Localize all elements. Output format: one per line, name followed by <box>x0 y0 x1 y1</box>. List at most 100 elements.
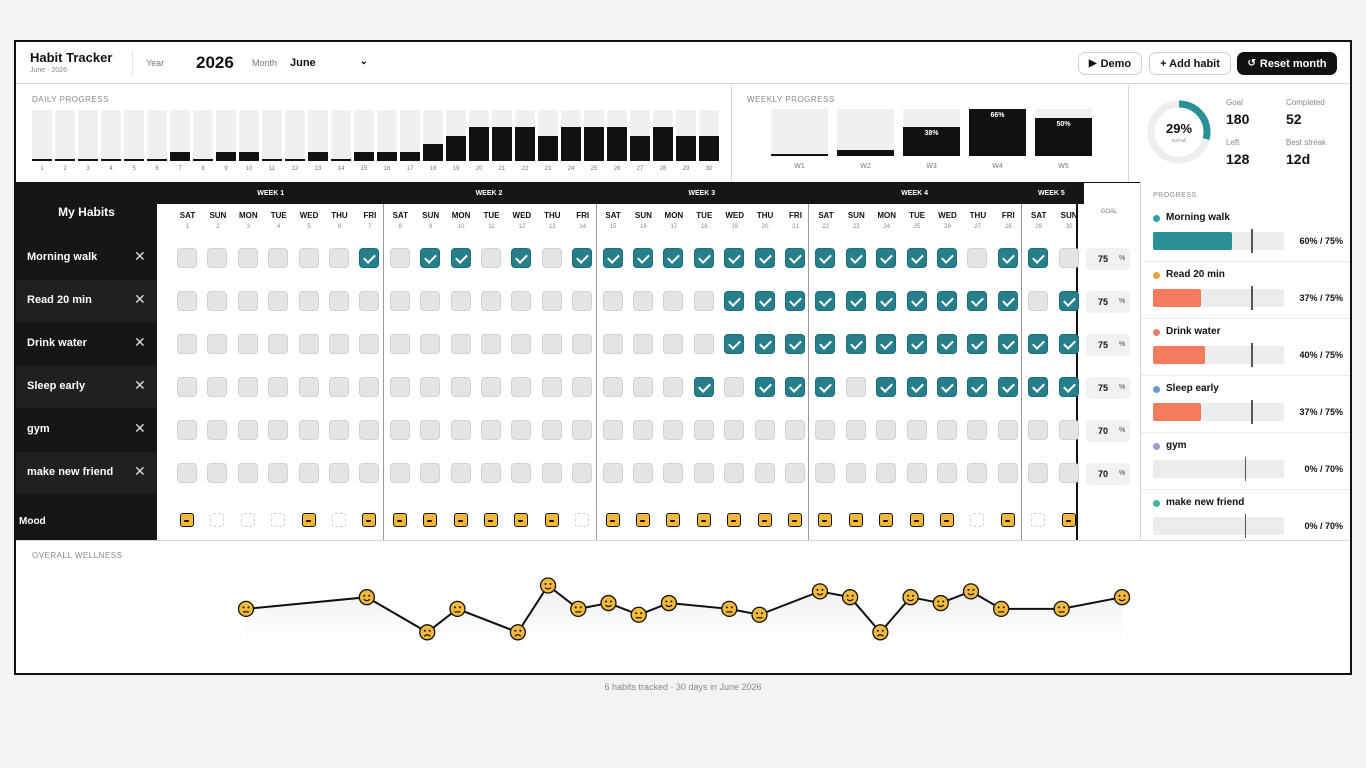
habit-day-checkbox[interactable] <box>906 291 927 311</box>
remove-habit-icon[interactable]: ✕ <box>134 463 146 479</box>
habit-day-checkbox[interactable] <box>633 334 653 354</box>
habit-day-checkbox[interactable] <box>359 291 380 311</box>
habit-day-checkbox[interactable] <box>663 463 684 483</box>
mood-day-cell[interactable] <box>575 513 590 527</box>
habit-day-checkbox[interactable] <box>693 248 714 268</box>
habit-day-checkbox[interactable] <box>572 291 593 311</box>
habit-day-checkbox[interactable] <box>997 420 1018 440</box>
habit-day-checkbox[interactable] <box>724 248 745 268</box>
mood-day-cell[interactable] <box>848 513 863 527</box>
habit-day-checkbox[interactable] <box>724 377 745 397</box>
habit-day-checkbox[interactable] <box>754 334 775 354</box>
mood-day-cell[interactable] <box>879 513 894 527</box>
habit-day-checkbox[interactable] <box>420 420 441 440</box>
habit-name[interactable]: Morning walk <box>27 251 98 263</box>
habit-day-checkbox[interactable] <box>967 248 988 268</box>
habit-day-checkbox[interactable] <box>906 248 927 268</box>
habit-day-checkbox[interactable] <box>1028 291 1049 311</box>
habit-day-checkbox[interactable] <box>298 334 319 354</box>
habit-day-checkbox[interactable] <box>572 463 593 483</box>
mood-day-cell[interactable] <box>544 513 559 527</box>
habit-goal-input[interactable]: 70% <box>1086 463 1130 485</box>
mood-day-cell[interactable] <box>392 513 407 527</box>
add-habit-button[interactable]: + Add habit <box>1149 52 1231 75</box>
habit-day-checkbox[interactable] <box>207 463 228 483</box>
habit-day-checkbox[interactable] <box>937 248 957 268</box>
mood-day-cell[interactable] <box>757 513 772 527</box>
habit-day-checkbox[interactable] <box>815 291 836 311</box>
habit-day-checkbox[interactable] <box>541 291 562 311</box>
habit-day-checkbox[interactable] <box>906 334 927 354</box>
habit-day-checkbox[interactable] <box>359 463 380 483</box>
remove-habit-icon[interactable]: ✕ <box>134 334 146 350</box>
habit-day-checkbox[interactable] <box>207 248 228 268</box>
habit-day-checkbox[interactable] <box>359 248 380 268</box>
habit-day-checkbox[interactable] <box>724 463 745 483</box>
habit-day-checkbox[interactable] <box>815 377 836 397</box>
habit-day-checkbox[interactable] <box>724 334 745 354</box>
habit-day-checkbox[interactable] <box>329 463 349 483</box>
habit-day-checkbox[interactable] <box>237 291 258 311</box>
habit-day-checkbox[interactable] <box>207 420 228 440</box>
habit-day-checkbox[interactable] <box>481 248 501 268</box>
habit-day-checkbox[interactable] <box>815 420 836 440</box>
habit-day-checkbox[interactable] <box>633 291 653 311</box>
habit-day-checkbox[interactable] <box>511 463 532 483</box>
habit-day-checkbox[interactable] <box>693 334 714 354</box>
month-select[interactable]: June ⌄ <box>284 51 372 75</box>
habit-day-checkbox[interactable] <box>845 248 866 268</box>
habit-day-checkbox[interactable] <box>1058 463 1079 483</box>
habit-day-checkbox[interactable] <box>1058 291 1079 311</box>
habit-goal-input[interactable]: 75% <box>1086 291 1130 313</box>
habit-day-checkbox[interactable] <box>298 248 319 268</box>
habit-day-checkbox[interactable] <box>420 334 441 354</box>
mood-day-cell[interactable] <box>970 513 985 527</box>
habit-day-checkbox[interactable] <box>359 377 380 397</box>
habit-name[interactable]: Read 20 min <box>27 294 92 306</box>
habit-day-checkbox[interactable] <box>785 377 805 397</box>
habit-day-checkbox[interactable] <box>633 463 653 483</box>
mood-day-cell[interactable] <box>788 513 802 527</box>
habit-day-checkbox[interactable] <box>602 377 623 397</box>
habit-day-checkbox[interactable] <box>420 377 441 397</box>
habit-day-checkbox[interactable] <box>420 291 441 311</box>
habit-day-checkbox[interactable] <box>237 248 258 268</box>
mood-day-cell[interactable] <box>696 513 711 527</box>
habit-day-checkbox[interactable] <box>876 420 897 440</box>
habit-day-checkbox[interactable] <box>633 248 653 268</box>
habit-day-checkbox[interactable] <box>785 334 805 354</box>
habit-day-checkbox[interactable] <box>906 420 927 440</box>
mood-day-cell[interactable] <box>514 513 529 527</box>
habit-day-checkbox[interactable] <box>633 377 653 397</box>
habit-day-checkbox[interactable] <box>997 463 1018 483</box>
mood-day-cell[interactable] <box>818 513 833 527</box>
habit-day-checkbox[interactable] <box>177 291 197 311</box>
habit-day-checkbox[interactable] <box>420 463 441 483</box>
habit-day-checkbox[interactable] <box>268 291 289 311</box>
habit-day-checkbox[interactable] <box>602 291 623 311</box>
habit-day-checkbox[interactable] <box>207 334 228 354</box>
habit-day-checkbox[interactable] <box>876 463 897 483</box>
demo-button[interactable]: ▶ Demo <box>1078 52 1142 75</box>
reset-month-button[interactable]: ↺ Reset month <box>1237 52 1337 75</box>
habit-day-checkbox[interactable] <box>906 377 927 397</box>
habit-name[interactable]: make new friend <box>27 466 114 478</box>
remove-habit-icon[interactable]: ✕ <box>134 377 146 393</box>
habit-day-checkbox[interactable] <box>845 463 866 483</box>
habit-day-checkbox[interactable] <box>785 248 805 268</box>
habit-day-checkbox[interactable] <box>754 463 775 483</box>
habit-day-checkbox[interactable] <box>541 248 562 268</box>
habit-day-checkbox[interactable] <box>177 420 197 440</box>
habit-day-checkbox[interactable] <box>177 463 197 483</box>
habit-goal-input[interactable]: 75% <box>1086 334 1130 356</box>
habit-day-checkbox[interactable] <box>450 420 471 440</box>
mood-day-cell[interactable] <box>636 513 650 527</box>
habit-day-checkbox[interactable] <box>329 334 349 354</box>
habit-day-checkbox[interactable] <box>602 334 623 354</box>
habit-day-checkbox[interactable] <box>541 377 562 397</box>
habit-day-checkbox[interactable] <box>997 377 1018 397</box>
habit-day-checkbox[interactable] <box>937 420 957 440</box>
habit-day-checkbox[interactable] <box>754 248 775 268</box>
mood-day-cell[interactable] <box>362 513 377 527</box>
habit-day-checkbox[interactable] <box>845 377 866 397</box>
